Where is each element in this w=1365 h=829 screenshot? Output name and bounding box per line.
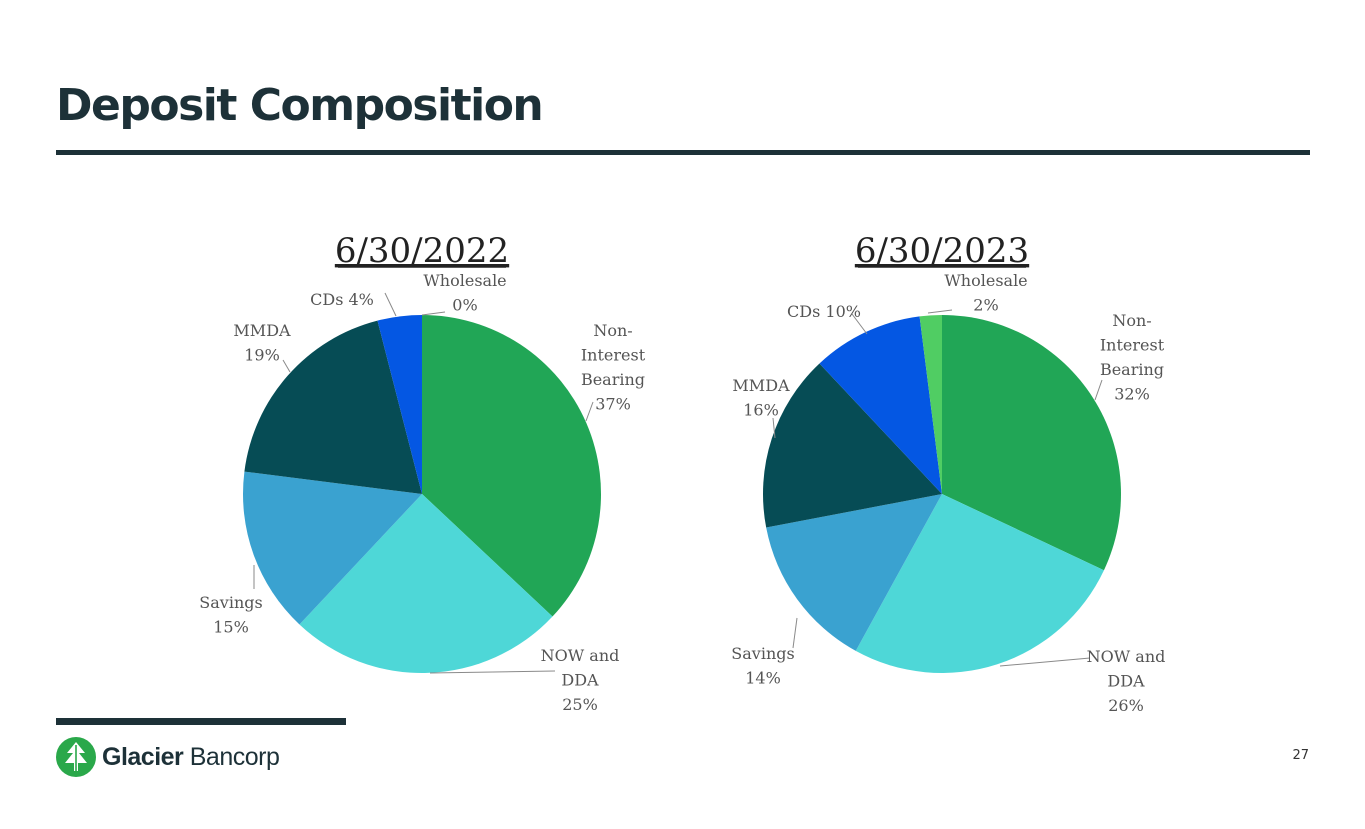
leader-line-2-wholesale	[927, 309, 953, 314]
pie-slice-2-savings	[766, 494, 942, 651]
chart-title-2: 6/30/2023	[855, 231, 1029, 271]
leader-line-2-savings	[792, 617, 798, 649]
pie-slice-2-non-interest-bearing	[942, 315, 1121, 571]
chart-title-1: 6/30/2022	[335, 231, 509, 271]
pie-label-1-savings: Savings 15%	[199, 593, 262, 637]
pie-label-1-non-interest-bearing: Non-Interest Bearing 37%	[581, 321, 646, 414]
pie-label-2-mmda: MMDA 16%	[732, 376, 790, 420]
pie-label-2-now-and-dda: NOW and DDA 26%	[1087, 647, 1166, 715]
glacier-bancorp-logo: Glacier Bancorp	[55, 736, 280, 780]
pie-slice-1-mmda	[244, 320, 422, 494]
pie-label-2-non-interest-bearing: Non-Interest Bearing 32%	[1100, 311, 1165, 404]
pie-label-2-savings: Savings 14%	[731, 644, 794, 688]
page-number: 27	[1292, 748, 1309, 763]
footer-rule	[56, 718, 346, 725]
pie-label-2-cds: CDs 10%	[787, 302, 861, 321]
pie-label-1-wholesale: Wholesale 0%	[423, 271, 506, 315]
pie-slice-2-now-and-dda	[855, 494, 1104, 673]
leader-line-2-non-interest-bearing	[1094, 379, 1103, 401]
leader-line-1-mmda	[282, 359, 291, 373]
leader-line-2-cds	[851, 313, 868, 335]
leader-line-1-wholesale	[421, 311, 446, 316]
leader-line-1-now-and-dda	[429, 670, 556, 674]
leader-line-1-non-interest-bearing	[585, 401, 594, 422]
pie-label-2-wholesale: Wholesale 2%	[944, 271, 1027, 315]
pie-label-1-now-and-dda: NOW and DDA 25%	[541, 646, 620, 714]
slide-title: Deposit Composition	[56, 80, 544, 131]
brand-name: Glacier Bancorp	[102, 743, 280, 771]
pie-slice-2-wholesale	[919, 315, 942, 494]
pie-slice-1-savings	[242, 471, 422, 625]
pie-slice-1-now-and-dda	[299, 494, 553, 674]
pie-slice-1-non-interest-bearing	[422, 315, 602, 617]
leader-line-1-cds	[384, 292, 397, 317]
pie-label-1-mmda: MMDA 19%	[233, 321, 291, 365]
title-underline	[56, 150, 1310, 155]
pie-slice-2-mmda	[762, 363, 942, 528]
pie-slice-2-cds	[819, 316, 942, 494]
pie-label-1-cds: CDs 4%	[310, 290, 374, 309]
glacier-tree-icon	[56, 737, 96, 777]
leader-line-2-mmda	[772, 417, 776, 439]
leader-line-2-now-and-dda	[999, 657, 1091, 667]
pie-slice-1-cds	[377, 315, 422, 494]
